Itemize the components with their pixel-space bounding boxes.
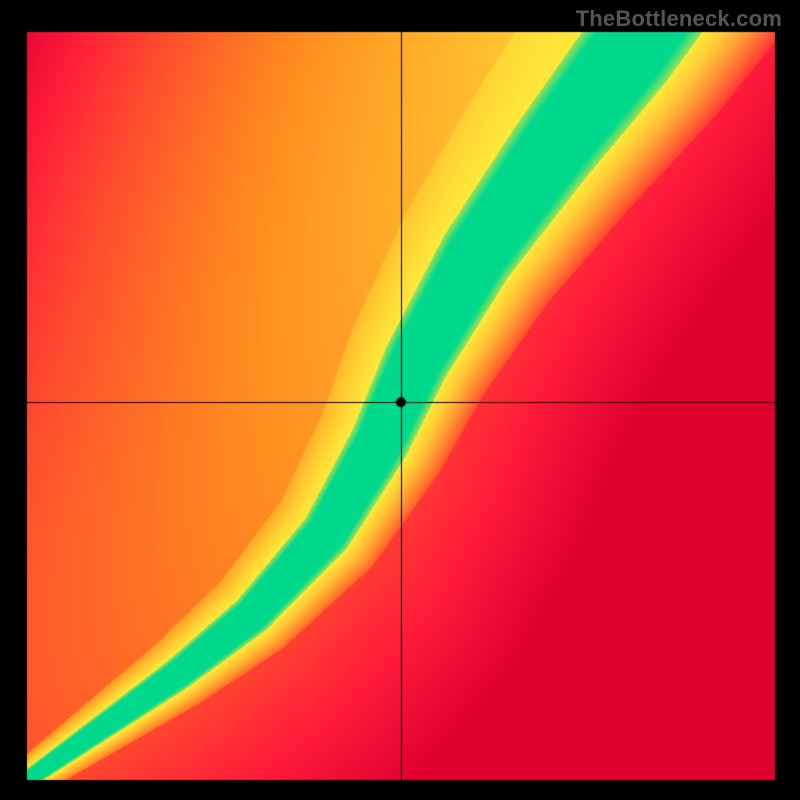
- watermark-label: TheBottleneck.com: [576, 6, 782, 32]
- chart-container: TheBottleneck.com: [0, 0, 800, 800]
- bottleneck-heatmap-chart: [0, 0, 800, 800]
